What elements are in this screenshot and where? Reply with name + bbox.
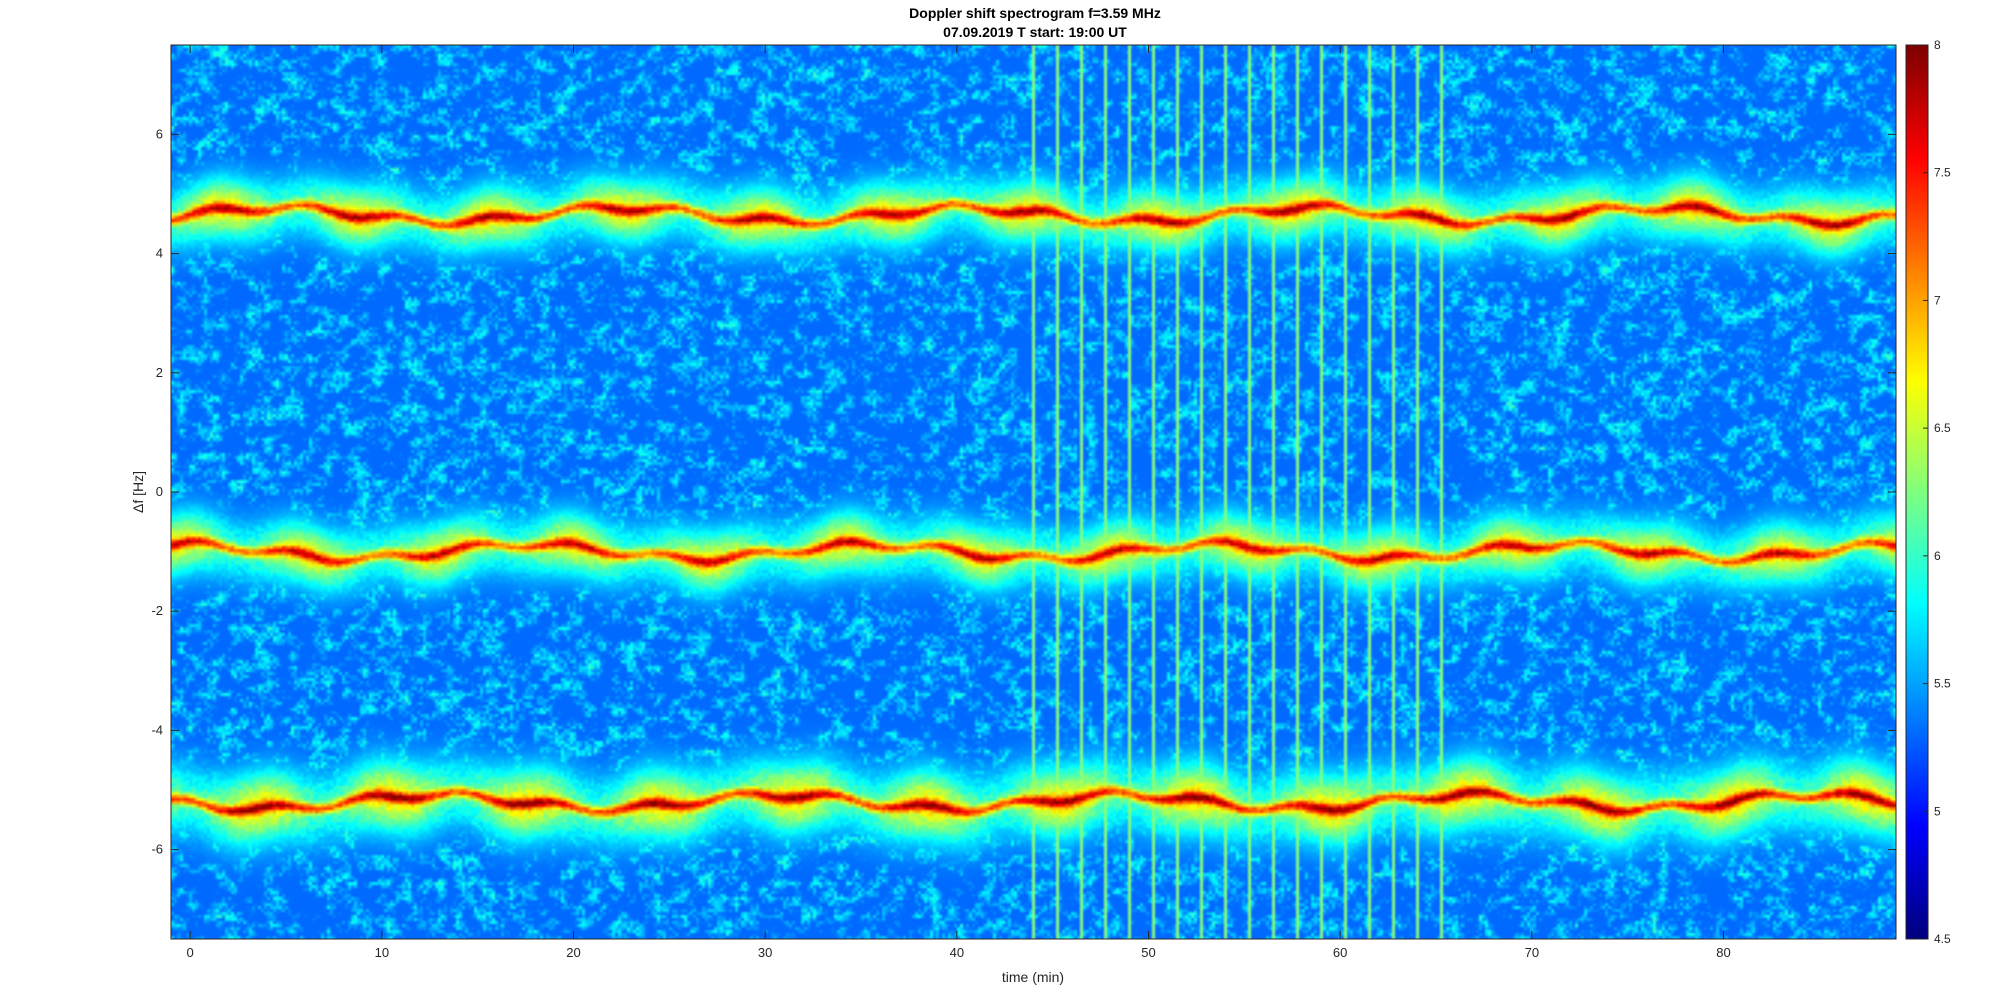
y-tick-label: -4 <box>151 722 163 737</box>
x-tick-label: 80 <box>1716 945 1730 960</box>
y-tick-label: 0 <box>156 484 163 499</box>
colorbar-tick-label: 7.5 <box>1934 166 1951 180</box>
chart-title: Doppler shift spectrogram f=3.59 MHz <box>909 5 1161 21</box>
x-tick-label: 50 <box>1141 945 1155 960</box>
colorbar-tick-label: 5 <box>1934 804 1941 818</box>
y-tick-label: -6 <box>151 842 163 857</box>
colorbar-tick-label: 5.5 <box>1934 677 1951 691</box>
x-axis: 0 10 20 30 40 50 60 70 80 <box>187 45 1731 960</box>
y-axis: -6 -4 -2 0 2 4 6 <box>151 126 1896 857</box>
colorbar-tick-label: 8 <box>1934 38 1941 52</box>
y-tick-label: 4 <box>156 246 163 261</box>
y-tick-label: -2 <box>151 603 163 618</box>
colorbar-tick-label: 4.5 <box>1934 932 1951 946</box>
colorbar-tick-label: 6.5 <box>1934 421 1951 435</box>
y-tick-label: 2 <box>156 365 163 380</box>
x-tick-label: 60 <box>1333 945 1347 960</box>
colorbar-ticks: 4.5 5 5.5 6 6.5 7 7.5 8 <box>1923 38 1951 946</box>
colorbar: 4.5 5 5.5 6 6.5 7 7.5 8 <box>1905 38 1951 946</box>
y-tick-label: 6 <box>156 126 163 141</box>
x-tick-label: 30 <box>758 945 772 960</box>
chart-subtitle: 07.09.2019 T start: 19:00 UT <box>943 24 1127 40</box>
x-tick-label: 40 <box>950 945 964 960</box>
x-tick-label: 10 <box>375 945 389 960</box>
x-tick-label: 20 <box>566 945 580 960</box>
y-axis-label: Δf [Hz] <box>130 471 146 513</box>
colorbar-gradient <box>1906 45 1928 939</box>
x-tick-label: 70 <box>1525 945 1539 960</box>
plot-area <box>170 44 1897 940</box>
x-tick-label: 0 <box>187 945 194 960</box>
spectrogram-heatmap <box>171 45 1896 939</box>
colorbar-frame <box>1905 44 1929 940</box>
colorbar-tick-label: 7 <box>1934 293 1941 307</box>
x-axis-label: time (min) <box>1002 969 1064 985</box>
colorbar-tick-label: 6 <box>1934 549 1941 563</box>
